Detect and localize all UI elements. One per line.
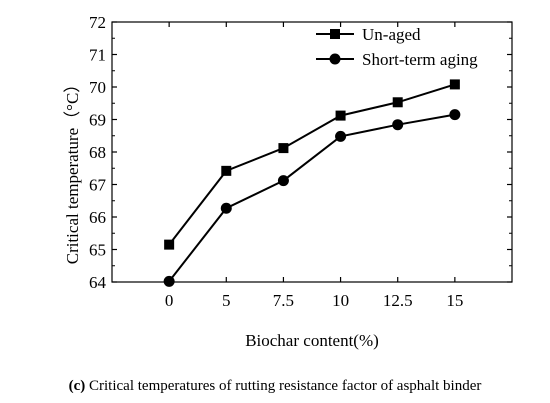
caption-label: (c) bbox=[68, 378, 86, 394]
y-tick-label: 65 bbox=[89, 241, 106, 260]
ticks: 64 65 66 67 68 69 70 71 72 0 5 7.5 10 12.5 15 bbox=[89, 13, 512, 310]
y-tick-label: 69 bbox=[89, 111, 106, 130]
x-tick-label: 10 bbox=[332, 291, 349, 310]
y-tick-label: 64 bbox=[89, 273, 107, 292]
y-axis-label: Critical temperature（°C） bbox=[63, 76, 82, 265]
data-point bbox=[220, 202, 232, 214]
data-point bbox=[449, 109, 461, 121]
legend-marker bbox=[330, 29, 340, 39]
y-tick-label: 72 bbox=[89, 13, 106, 32]
x-tick-label: 5 bbox=[222, 291, 231, 310]
data-point bbox=[335, 110, 346, 121]
x-tick-label: 7.5 bbox=[273, 291, 294, 310]
data-point bbox=[277, 175, 289, 187]
x-tick-label: 0 bbox=[165, 291, 174, 310]
series-line bbox=[168, 113, 456, 282]
data-point bbox=[221, 165, 232, 176]
legend-label: Short-term aging bbox=[362, 50, 478, 69]
legend-marker bbox=[329, 53, 341, 65]
y-tick-label: 68 bbox=[89, 143, 106, 162]
series-short-term-aging bbox=[163, 109, 461, 287]
legend: Un-aged Short-term aging bbox=[316, 25, 478, 69]
y-tick-label: 67 bbox=[89, 176, 107, 195]
y-tick-label: 71 bbox=[89, 46, 106, 65]
legend-label: Un-aged bbox=[362, 25, 421, 44]
y-tick-label: 70 bbox=[89, 78, 106, 97]
x-tick-label: 12.5 bbox=[383, 291, 413, 310]
data-point bbox=[164, 239, 175, 250]
figure-caption: (c) Critical temperatures of rutting res… bbox=[0, 378, 550, 395]
line-chart: 64 65 66 67 68 69 70 71 72 0 5 7.5 10 12.5 15 Un-aged S… bbox=[63, 13, 513, 350]
series-line bbox=[168, 83, 456, 246]
data-point bbox=[392, 119, 404, 131]
x-axis-label: Biochar content(%) bbox=[245, 331, 379, 350]
series-layer bbox=[163, 79, 461, 287]
data-point bbox=[163, 275, 175, 287]
data-point bbox=[392, 97, 403, 108]
data-point bbox=[335, 130, 347, 142]
x-tick-label: 15 bbox=[446, 291, 463, 310]
y-tick-label: 66 bbox=[89, 208, 106, 227]
caption-text: Critical temperatures of rutting resista… bbox=[89, 378, 482, 394]
data-point bbox=[449, 79, 460, 90]
data-point bbox=[278, 143, 289, 154]
series-un-aged bbox=[164, 79, 460, 250]
